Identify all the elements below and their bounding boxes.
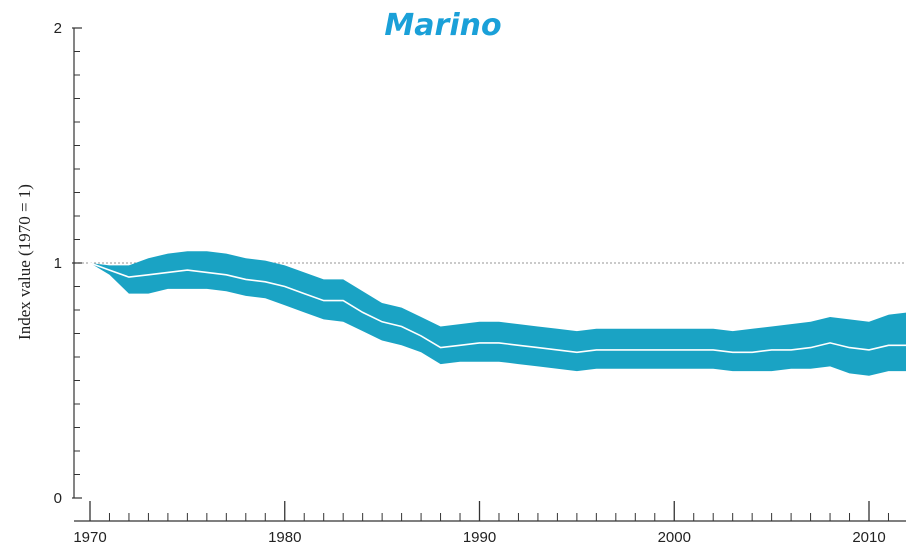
y-axis-label: Index value (1970 = 1) [15, 184, 34, 340]
y-tick-label: 0 [54, 490, 62, 507]
confidence-band [90, 251, 906, 376]
line-layer [89, 262, 906, 354]
y-tick-label: 2 [54, 20, 62, 37]
x-tick-label: 1970 [73, 529, 106, 546]
y-tick-label: 1 [54, 255, 62, 272]
axis-layer [72, 27, 906, 522]
index-line [89, 262, 906, 354]
tick-label-layer: 0 1 2 1970 1980 1990 2000 2010 [54, 20, 886, 546]
x-tick-label: 2010 [852, 529, 885, 546]
x-tick-label: 1990 [463, 529, 496, 546]
x-tick-label: 2000 [658, 529, 691, 546]
x-tick-label: 1980 [268, 529, 301, 546]
band-layer [90, 251, 906, 376]
chart-title: Marino [384, 8, 501, 43]
